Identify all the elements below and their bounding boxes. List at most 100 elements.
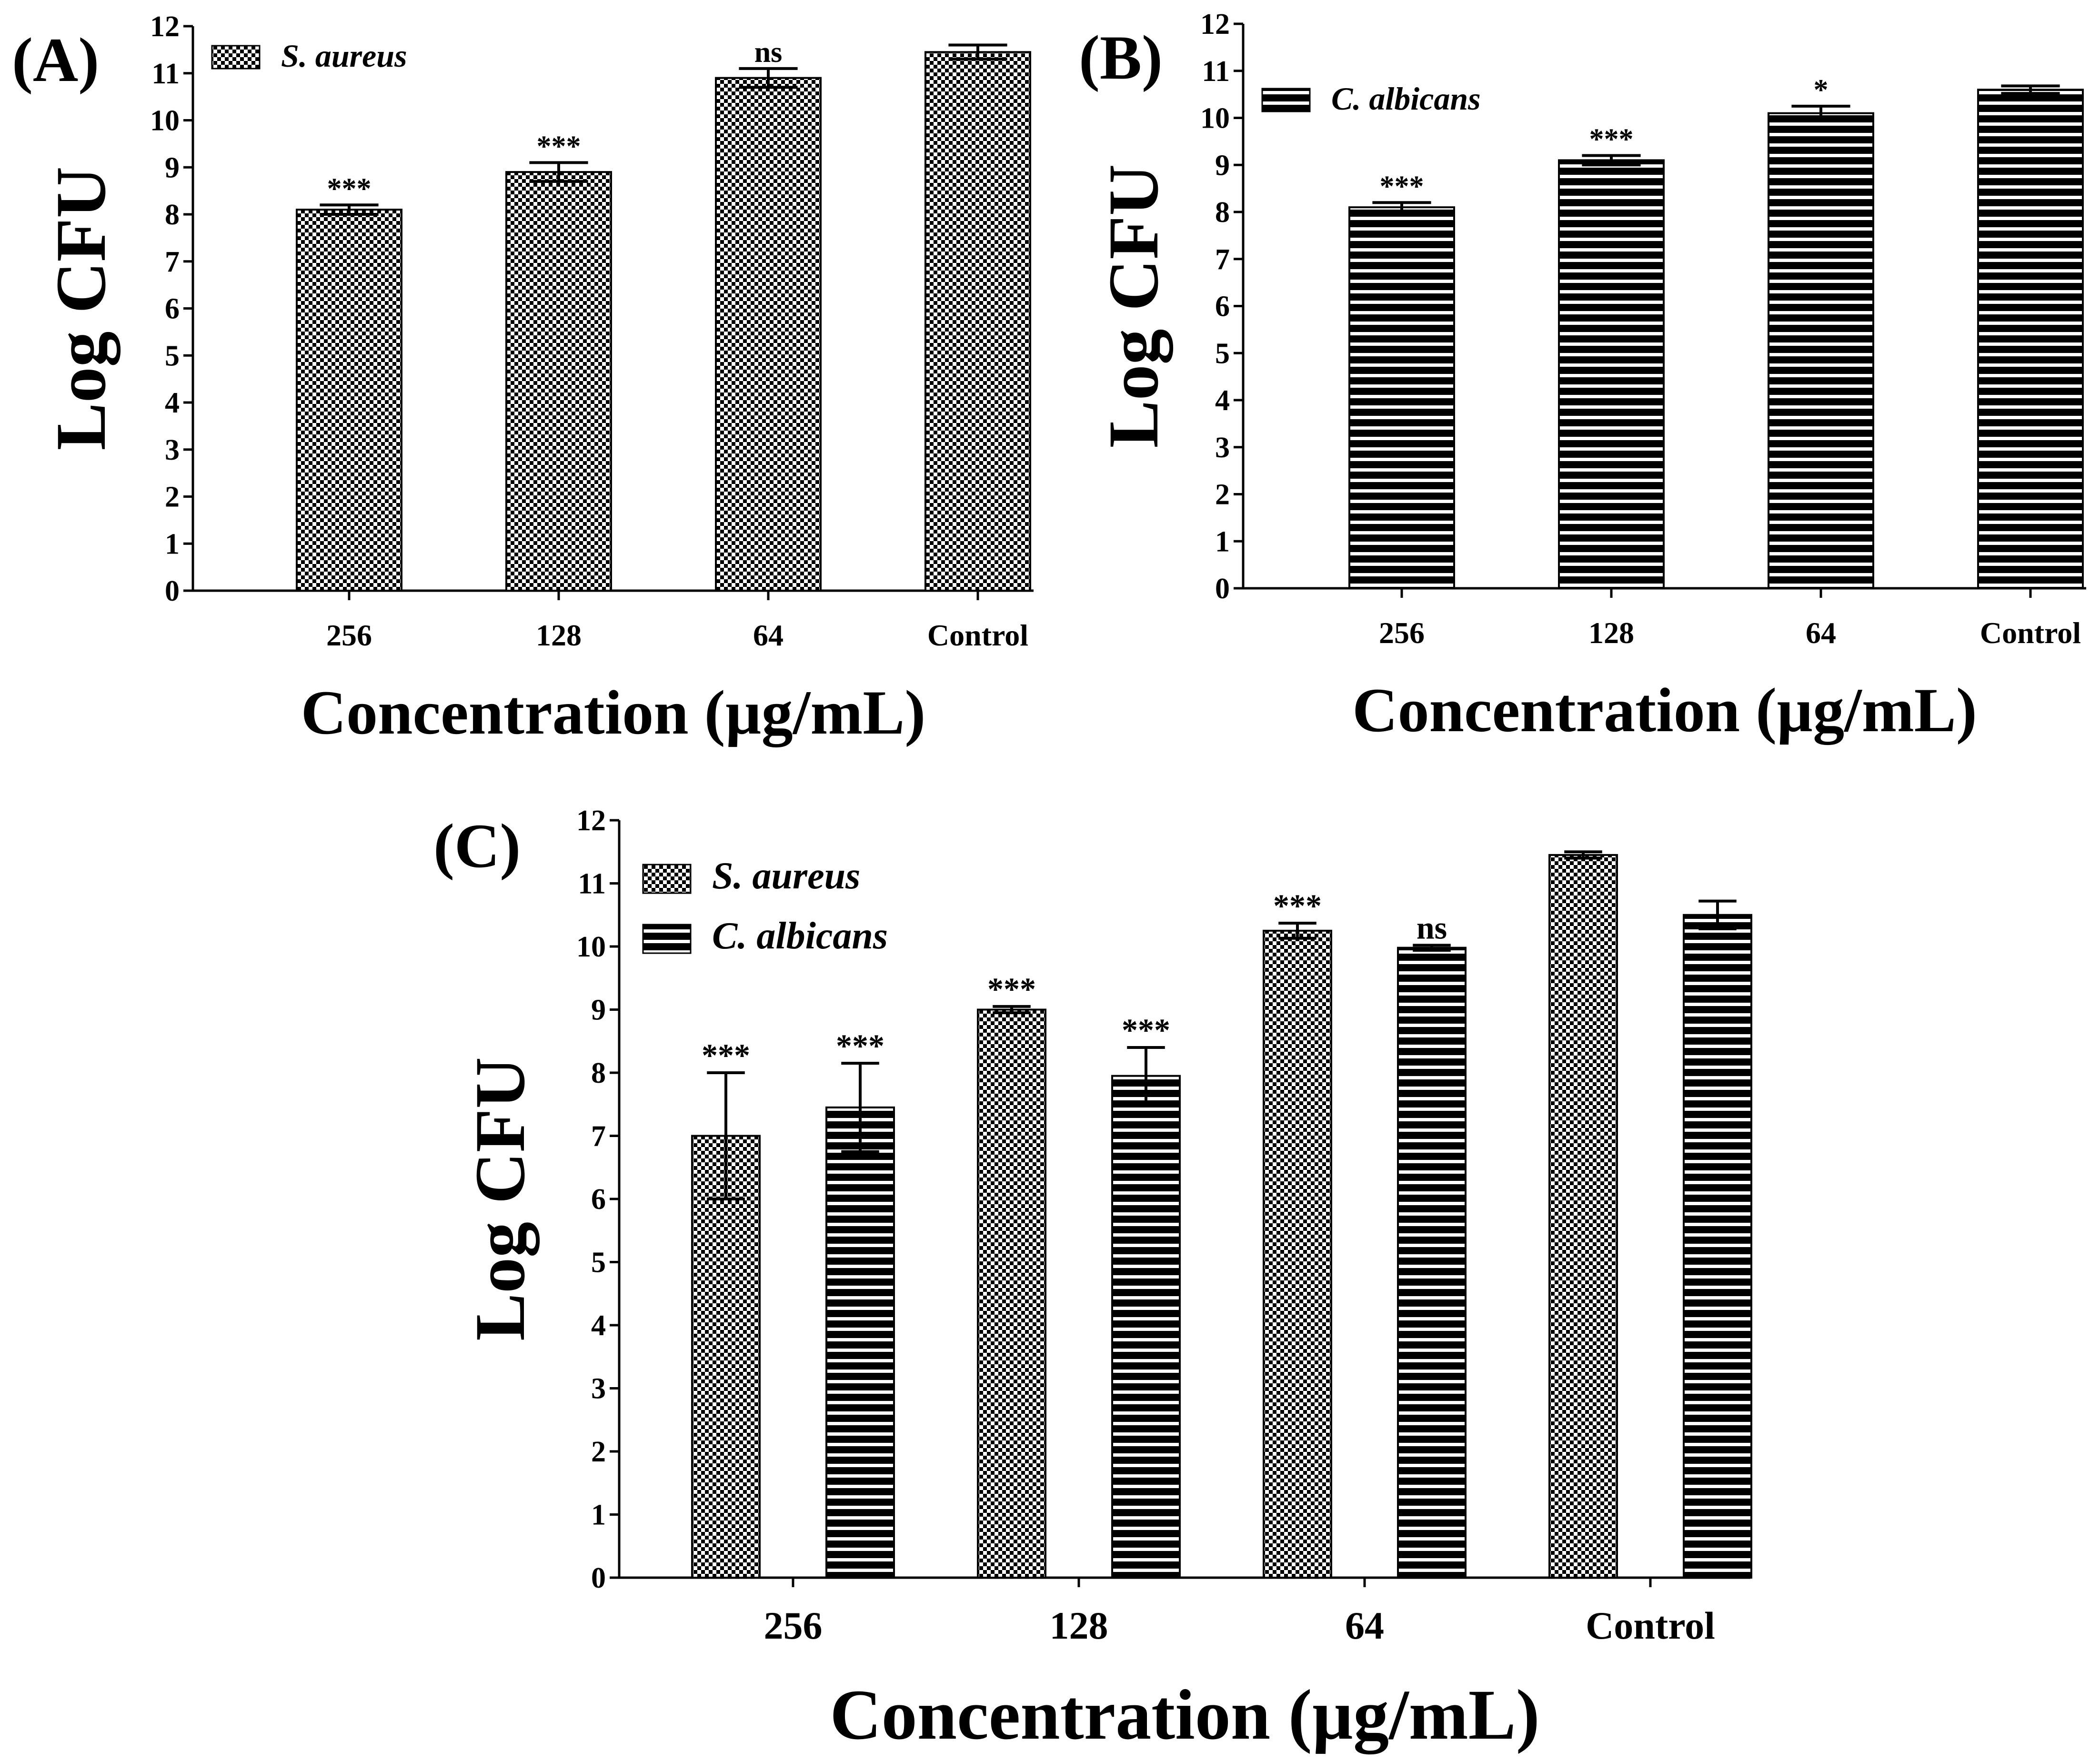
bar-1 — [296, 209, 402, 592]
y-tick-label: 4 — [1215, 384, 1230, 417]
bar-1 — [1263, 929, 1332, 1579]
y-tick-label: 12 — [150, 10, 180, 43]
legend-label: S. aureus — [281, 38, 407, 74]
x-tick-label: 256 — [1379, 616, 1425, 650]
bar-1 — [1548, 854, 1618, 1579]
y-tick-label: 12 — [576, 805, 606, 837]
y-tick-label: 7 — [1215, 243, 1230, 276]
legend-label: C. albicans — [712, 915, 888, 957]
y-tick-label: 6 — [591, 1183, 606, 1216]
significance-label: * — [1814, 74, 1829, 106]
significance-label: *** — [702, 1037, 750, 1073]
y-tick-label: 10 — [1200, 102, 1230, 135]
bar-1 — [924, 51, 1031, 592]
y-tick-label: 1 — [591, 1499, 606, 1531]
y-axis-label: Log CFU — [461, 1057, 540, 1341]
y-tick-label: 3 — [165, 434, 180, 466]
x-tick-label: 128 — [1588, 616, 1634, 650]
significance-label: ns — [754, 36, 783, 69]
x-axis-label: Concentration (µg/mL) — [1352, 675, 1977, 745]
x-axis-label: Concentration (µg/mL) — [301, 677, 926, 747]
bar-1 — [505, 171, 612, 592]
y-tick-label: 8 — [165, 199, 180, 231]
bar-1 — [1558, 159, 1665, 589]
y-tick-label: 10 — [150, 105, 180, 137]
legend-label: S. aureus — [712, 855, 860, 897]
x-tick-label: 64 — [753, 618, 784, 652]
y-tick-label: 7 — [165, 246, 180, 278]
y-axis-label: Log CFU — [1094, 164, 1173, 448]
panel-label: (A) — [12, 25, 99, 95]
y-tick-label: 9 — [165, 151, 180, 184]
y-tick-label: 1 — [1215, 525, 1230, 558]
legend-swatch — [642, 924, 692, 954]
y-tick-label: 6 — [165, 293, 180, 325]
x-tick-label: Control — [927, 618, 1028, 652]
significance-label: ns — [1417, 909, 1447, 946]
panel-label: (B) — [1079, 22, 1163, 92]
x-tick-label: 64 — [1345, 1604, 1384, 1647]
y-tick-label: 9 — [1215, 149, 1230, 181]
y-tick-label: 0 — [165, 575, 180, 607]
bar-1 — [1977, 89, 2084, 589]
y-tick-label: 2 — [165, 481, 180, 513]
y-tick-label: 5 — [591, 1247, 606, 1279]
y-tick-label: 3 — [1215, 432, 1230, 464]
x-tick-label: Control — [1980, 616, 2081, 650]
x-tick-label: 64 — [1806, 616, 1836, 650]
bar-1 — [691, 1135, 761, 1579]
bar-2 — [1111, 1075, 1181, 1579]
significance-label: *** — [327, 172, 372, 205]
bar-1 — [1348, 206, 1455, 589]
y-tick-label: 4 — [591, 1309, 606, 1342]
bar-2 — [1683, 914, 1752, 1579]
significance-label: *** — [537, 130, 581, 162]
legend-swatch — [211, 45, 261, 70]
x-tick-label: 128 — [536, 618, 582, 652]
y-tick-label: 5 — [1215, 337, 1230, 370]
x-tick-label: 128 — [1050, 1604, 1108, 1647]
significance-label: *** — [1589, 123, 1634, 156]
significance-label: *** — [1273, 887, 1322, 924]
bar-1 — [715, 77, 822, 592]
y-tick-label: 7 — [591, 1120, 606, 1153]
legend-label: C. albicans — [1331, 81, 1481, 117]
bar-1 — [977, 1008, 1046, 1579]
y-tick-label: 6 — [1215, 291, 1230, 323]
y-tick-label: 5 — [165, 340, 180, 372]
y-tick-label: 11 — [1202, 55, 1230, 88]
x-tick-label: 256 — [326, 618, 372, 652]
y-axis-label: Log CFU — [41, 167, 121, 451]
y-tick-label: 0 — [591, 1562, 606, 1594]
y-tick-label: 4 — [165, 387, 180, 419]
legend-swatch — [642, 864, 692, 894]
x-tick-label: 256 — [764, 1604, 823, 1647]
y-tick-label: 0 — [1215, 573, 1230, 605]
y-tick-label: 1 — [165, 528, 180, 560]
y-tick-label: 2 — [1215, 479, 1230, 511]
y-tick-label: 11 — [151, 58, 180, 90]
y-tick-label: 11 — [578, 868, 606, 900]
x-axis-label: Concentration (µg/mL) — [830, 1675, 1539, 1754]
bar-1 — [1768, 112, 1874, 589]
significance-label: *** — [836, 1027, 884, 1064]
panel-label: (C) — [433, 811, 521, 881]
y-tick-label: 10 — [576, 931, 606, 963]
x-tick-label: Control — [1586, 1604, 1715, 1647]
y-tick-label: 12 — [1200, 8, 1230, 40]
significance-label: *** — [1380, 170, 1424, 202]
significance-label: *** — [1122, 1012, 1170, 1048]
bar-2 — [825, 1106, 895, 1579]
y-tick-label: 8 — [591, 1057, 606, 1089]
y-tick-label: 9 — [591, 994, 606, 1027]
bar-2 — [1397, 946, 1467, 1579]
y-tick-label: 3 — [591, 1373, 606, 1405]
legend-swatch — [1261, 88, 1311, 112]
y-tick-label: 8 — [1215, 196, 1230, 229]
y-tick-label: 2 — [591, 1436, 606, 1468]
significance-label: *** — [987, 971, 1036, 1007]
